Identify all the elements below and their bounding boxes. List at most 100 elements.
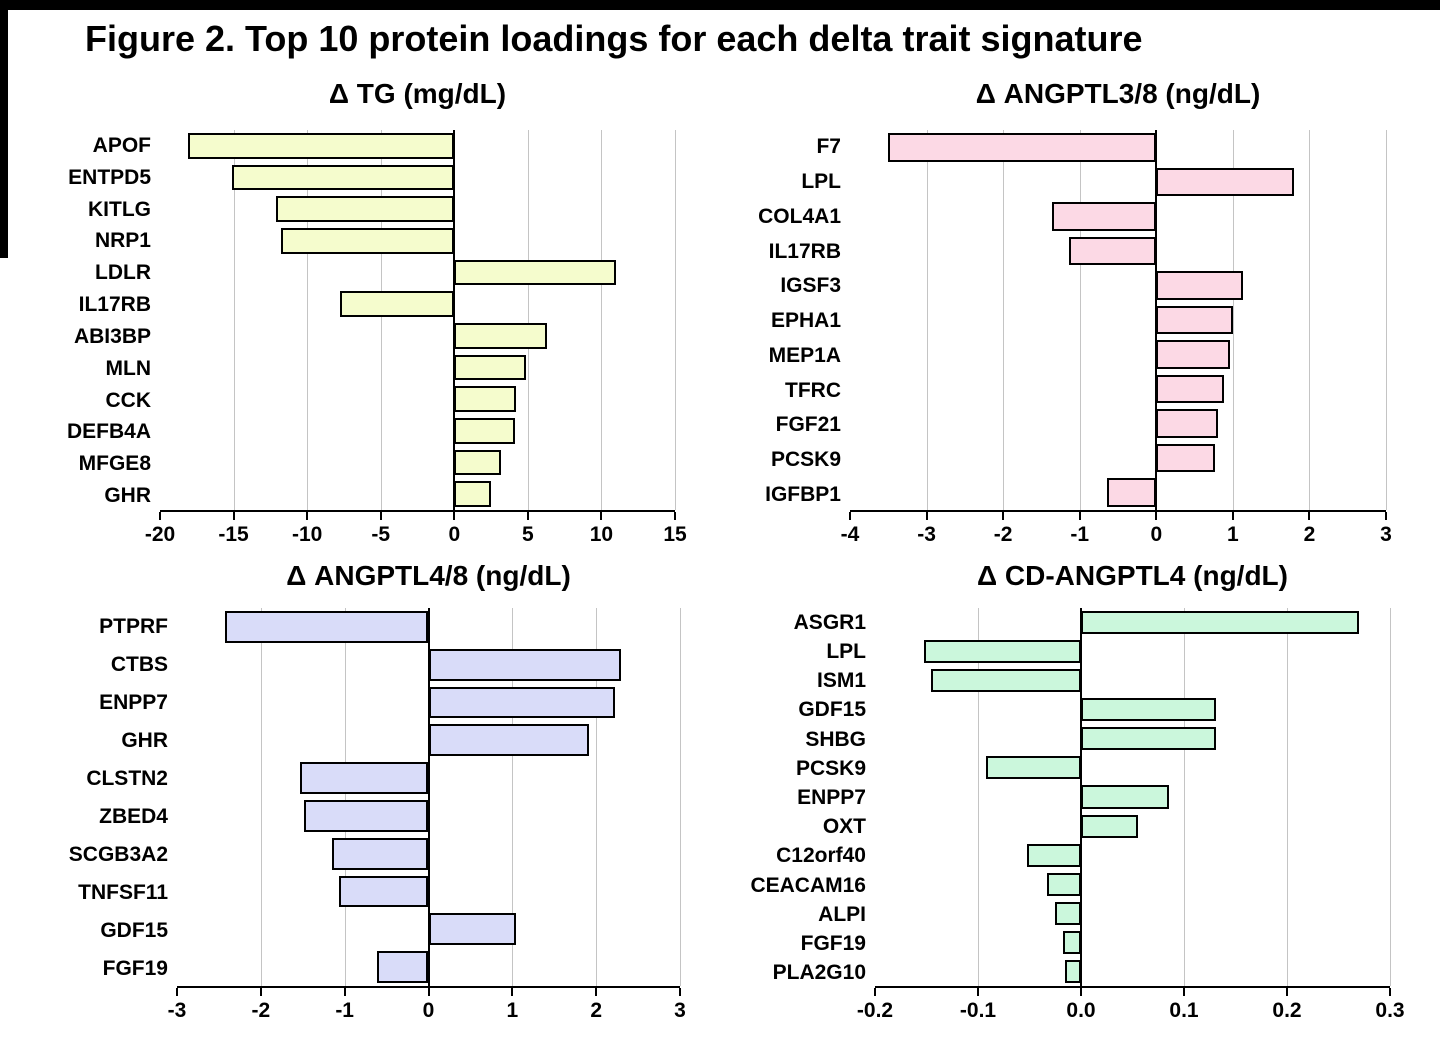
category-label: KITLG — [88, 197, 151, 221]
x-tick-label: 10 — [589, 523, 614, 546]
bar-row — [875, 753, 1390, 782]
category-label: OXT — [822, 815, 866, 839]
chart-title: Δ ANGPTL3/8 (ng/dL) — [975, 78, 1261, 109]
gridline — [344, 608, 346, 986]
bar — [1052, 202, 1157, 231]
bar — [1068, 236, 1157, 266]
bar-row — [850, 303, 1386, 338]
bar-row — [850, 268, 1386, 303]
chart-title: Δ ANGPTL4/8 (ng/dL) — [286, 560, 571, 591]
x-tick-label: 1 — [506, 999, 519, 1022]
x-tick-label: 0.0 — [1066, 999, 1096, 1022]
bar-row — [850, 234, 1386, 269]
bar — [187, 133, 455, 159]
x-tick-label: -3 — [167, 999, 187, 1022]
bar — [280, 228, 455, 254]
bar-row — [875, 782, 1390, 811]
category-label: CTBS — [110, 653, 168, 676]
category-label: ALPI — [818, 902, 866, 926]
bar-row — [850, 130, 1386, 165]
x-tick-label: 5 — [522, 523, 534, 546]
left-border — [0, 10, 8, 258]
category-label: PLA2G10 — [772, 961, 866, 985]
bar — [1064, 959, 1081, 984]
bar — [1055, 901, 1081, 925]
bar-row — [875, 666, 1390, 695]
category-label: ENTPD5 — [68, 165, 151, 189]
bar-row — [160, 415, 675, 447]
axis-tick-mark — [1078, 512, 1081, 520]
bar-row — [177, 910, 680, 948]
chart-title: Δ CD-ANGPTL4 (ng/dL) — [977, 560, 1288, 591]
category-label: EPHA1 — [770, 309, 841, 333]
x-tick-label: -2 — [993, 523, 1013, 546]
category-label: PCSK9 — [770, 447, 841, 471]
gridline — [1003, 130, 1005, 510]
bar — [1156, 271, 1243, 300]
bar — [1156, 167, 1295, 197]
bar-row — [875, 928, 1390, 957]
axis-tick-mark — [679, 988, 681, 996]
bar — [454, 481, 492, 508]
x-tick-label: -0.1 — [959, 999, 997, 1022]
gridline — [1287, 608, 1288, 986]
bar-rows — [177, 608, 680, 986]
bar-row — [177, 684, 680, 722]
bar-rows — [850, 130, 1386, 510]
bar — [1156, 340, 1230, 369]
category-label: GDF15 — [100, 919, 168, 942]
axis-tick-mark — [1389, 988, 1391, 996]
x-axis: -0.2 -0.1 0.0 0.1 0.2 0.3 — [857, 988, 1405, 1032]
bar-row — [177, 835, 680, 873]
x-tick-label: -20 — [144, 523, 176, 546]
axis-tick-mark — [453, 512, 456, 520]
gridline — [926, 130, 928, 510]
category-label: TFRC — [785, 378, 841, 402]
x-tick-label: -15 — [218, 523, 249, 546]
x-tick-label: 0 — [448, 523, 461, 546]
bar-row — [850, 199, 1386, 234]
x-axis: -4 -3 -2 -1 0 1 2 3 — [841, 512, 1392, 556]
category-label: DEFB4A — [66, 420, 151, 444]
plot — [160, 130, 676, 512]
bar-row — [875, 695, 1390, 724]
category-label: APOF — [92, 133, 151, 157]
category-label: MFGE8 — [78, 452, 151, 476]
bar — [924, 640, 1081, 664]
gridline — [601, 130, 603, 510]
axis-tick-mark — [343, 988, 346, 996]
bar-rows — [160, 130, 675, 510]
bar — [454, 418, 515, 444]
bar — [1156, 305, 1233, 335]
bar-row — [160, 193, 675, 225]
bar — [1156, 409, 1219, 438]
bar — [986, 756, 1081, 780]
gridline — [1079, 130, 1081, 510]
top-border — [0, 0, 1440, 10]
bar-row — [850, 475, 1386, 510]
category-label: F7 — [816, 135, 841, 159]
gridline — [1390, 608, 1391, 986]
bar — [454, 386, 517, 413]
axis-tick-mark — [977, 988, 979, 996]
bar-row — [850, 406, 1386, 441]
bar-row — [850, 337, 1386, 372]
x-tick-label: -2 — [251, 999, 271, 1022]
category-label: FGF19 — [102, 957, 168, 980]
axis-tick-mark — [925, 512, 928, 520]
bar-row — [160, 257, 675, 289]
category-label: CCK — [105, 388, 152, 412]
category-label: ABI3BP — [73, 324, 151, 348]
x-tick-label: 0.1 — [1169, 999, 1199, 1022]
bar-row — [160, 130, 675, 162]
x-tick-label: -0.2 — [856, 999, 894, 1022]
bar — [1063, 930, 1081, 954]
bar-row — [177, 646, 680, 684]
chart-title: Δ TG (mg/dL) — [328, 78, 507, 109]
bar-row — [160, 352, 675, 384]
bar-row — [875, 899, 1390, 928]
gridline — [596, 608, 598, 986]
gridline — [680, 608, 681, 986]
bar — [1156, 374, 1225, 404]
axis-tick-mark — [427, 988, 430, 996]
